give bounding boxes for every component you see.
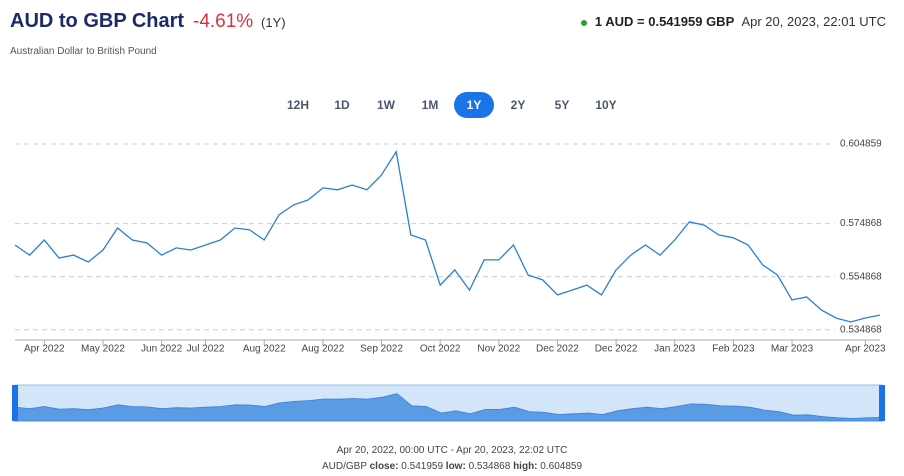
range-button[interactable]: 2Y	[498, 92, 538, 118]
footer-range: Apr 20, 2022, 00:00 UTC - Apr 20, 2023, …	[336, 445, 568, 456]
label: low:	[445, 461, 466, 472]
pair: AUD/GBP	[321, 461, 367, 472]
x-tick-label: Oct 2022	[420, 344, 461, 355]
footer-stats: AUD/GBP close: 0.541959 low: 0.534868 hi…	[0, 459, 904, 475]
high: 0.604859	[540, 461, 583, 472]
range-button[interactable]: 10Y	[586, 92, 626, 118]
navigator-handle[interactable]	[879, 385, 885, 421]
x-tick-label: Jan 2023	[654, 344, 696, 355]
y-tick-label: 0.534868	[840, 324, 882, 335]
range-button[interactable]: 12H	[278, 92, 318, 118]
navigator-handle[interactable]	[12, 385, 18, 421]
x-tick-label: Apr 2023	[845, 344, 886, 355]
rate: 1 AUD = 0.541959 GBP	[594, 14, 735, 29]
label: close:	[369, 461, 399, 472]
x-tick-label: May 2022	[81, 344, 125, 355]
change: -4.61%	[193, 11, 254, 32]
range-button[interactable]: 1D	[322, 92, 362, 118]
range-button[interactable]: 1Y	[454, 92, 494, 118]
x-tick-label: Nov 2022	[477, 344, 520, 355]
low: 0.534868	[468, 461, 511, 472]
x-tick-label: Dec 2022	[536, 344, 579, 355]
x-tick-label: Jun 2022	[141, 344, 183, 355]
range-button[interactable]: 1M	[410, 92, 450, 118]
range-buttons: 12H 1D 1W 1M 1Y 2Y 5Y 10Y	[0, 92, 904, 118]
x-tick-label: Apr 2022	[24, 344, 65, 355]
close: 0.541959	[401, 461, 444, 472]
y-tick-label: 0.554868	[840, 271, 882, 282]
line	[14, 150, 881, 323]
navigator-area	[14, 393, 883, 422]
y-tick-label: 0.604859	[840, 139, 882, 150]
x-tick-label: Feb 2023	[712, 344, 755, 355]
x-tick-label: Aug 2022	[301, 344, 344, 355]
period: (1Y)	[261, 15, 286, 30]
footer: Apr 20, 2022, 00:00 UTC - Apr 20, 2023, …	[0, 443, 904, 475]
x-tick-label: Sep 2022	[360, 344, 403, 355]
x-tick-label: Aug 2022	[243, 344, 286, 355]
x-tick-label: Jul 2022	[187, 344, 225, 355]
range-button[interactable]: 1W	[366, 92, 406, 118]
range-button[interactable]: 5Y	[542, 92, 582, 118]
y-tick-label: 0.574868	[840, 218, 882, 229]
rate-box: 1 AUD = 0.541959 GBP Apr 20, 2023, 22:01…	[580, 14, 886, 29]
title: AUD to GBP Chart	[10, 10, 185, 32]
label: high:	[513, 461, 538, 472]
timestamp: Apr 20, 2023, 22:01 UTC	[741, 14, 886, 29]
x-tick-label: Mar 2023	[771, 344, 814, 355]
x-tick-label: Dec 2022	[595, 344, 638, 355]
subtitle: Australian Dollar to British Pound	[10, 46, 157, 57]
status-dot	[580, 19, 587, 26]
